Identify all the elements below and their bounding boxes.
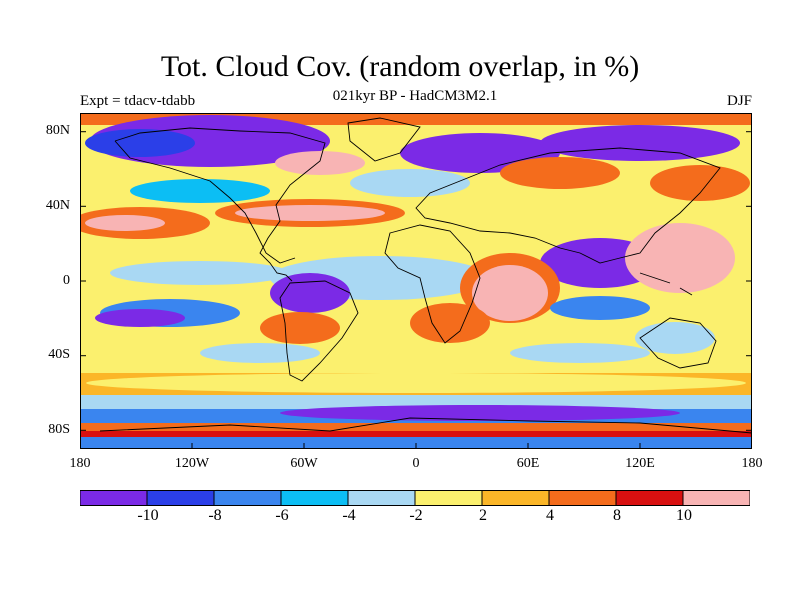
colorbar-label: 4 bbox=[546, 507, 554, 524]
map-ticks bbox=[80, 131, 752, 449]
coast-australia bbox=[639, 317, 717, 369]
colorbar-label: -4 bbox=[342, 507, 356, 524]
colorbar-box bbox=[280, 490, 349, 506]
lat-label-40s: 40S bbox=[48, 347, 70, 362]
coast-greenland bbox=[347, 117, 421, 162]
lon-label-180w: 180 bbox=[69, 456, 91, 471]
colorbar-box bbox=[682, 490, 750, 506]
coast-south-america bbox=[279, 280, 359, 382]
coast-africa bbox=[384, 224, 481, 344]
colorbar-label: 10 bbox=[676, 507, 692, 524]
colorbar bbox=[80, 490, 750, 506]
colorbar-box bbox=[347, 490, 416, 506]
colorbar-label: 8 bbox=[613, 507, 621, 524]
colorbar-box bbox=[615, 490, 684, 506]
lat-label-40n: 40N bbox=[45, 198, 70, 213]
colorbar-box bbox=[548, 490, 617, 506]
lon-label-60w: 60W bbox=[290, 456, 318, 471]
coast-north-america-west bbox=[114, 140, 296, 264]
lat-label-80s: 80S bbox=[48, 422, 70, 437]
map-subtitle: 021kyr BP - HadCM3M2.1 bbox=[332, 88, 498, 104]
colorbar-label: -6 bbox=[275, 507, 289, 524]
coastlines bbox=[99, 117, 752, 434]
season-label: DJF bbox=[726, 93, 752, 109]
lon-label-120w: 120W bbox=[174, 456, 210, 471]
coast-antarctica bbox=[99, 417, 752, 434]
cloud-cover-map bbox=[80, 113, 752, 449]
coast-eurasia bbox=[415, 147, 721, 264]
lon-label-120e: 120E bbox=[625, 456, 655, 471]
lon-label-60e: 60E bbox=[516, 456, 540, 471]
colorbar-label: -2 bbox=[409, 507, 423, 524]
colorbar-box bbox=[481, 490, 550, 506]
colorbar-label: -10 bbox=[137, 507, 159, 524]
colorbar-box bbox=[414, 490, 483, 506]
map-title: Tot. Cloud Cov. (random overlap, in %) bbox=[160, 50, 640, 83]
coast-north-america bbox=[114, 127, 326, 282]
colorbar-box bbox=[213, 490, 282, 506]
colorbar-box bbox=[146, 490, 215, 506]
lat-label-eq: 0 bbox=[63, 273, 70, 288]
lon-label-180e: 180 bbox=[741, 456, 763, 471]
lon-label-0: 0 bbox=[412, 456, 420, 471]
coast-indonesia bbox=[639, 272, 693, 296]
experiment-label: Expt = tdacv-tdabb bbox=[80, 93, 196, 109]
colorbar-box bbox=[80, 490, 148, 506]
lat-label-80n: 80N bbox=[45, 123, 70, 138]
colorbar-label: -8 bbox=[208, 507, 222, 524]
colorbar-label: 2 bbox=[479, 507, 487, 524]
